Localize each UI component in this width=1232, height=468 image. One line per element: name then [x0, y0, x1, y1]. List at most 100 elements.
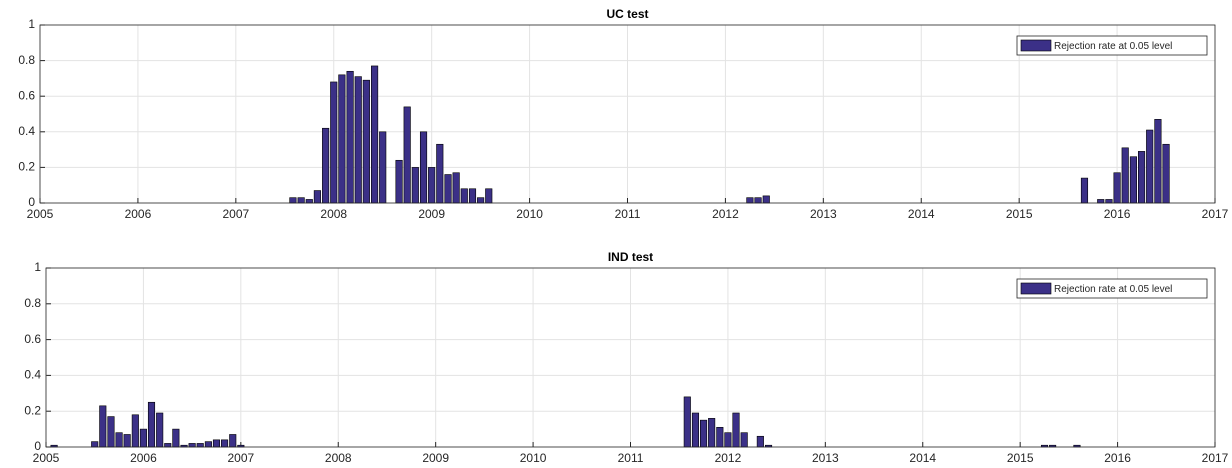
axes-box: [39, 24, 1216, 204]
y-tick-label: 0.6: [18, 88, 35, 102]
x-tick-label: 2006: [130, 451, 157, 465]
bar: [403, 106, 411, 204]
bar: [485, 188, 493, 204]
axes-box: [45, 267, 1216, 448]
legend-swatch: [1020, 282, 1052, 295]
bar: [436, 143, 444, 204]
y-tick-label: 0.2: [24, 403, 41, 417]
bar: [746, 197, 754, 204]
bar: [91, 441, 99, 448]
legend-swatch: [1020, 39, 1052, 52]
bar: [229, 434, 237, 448]
x-tick-label: 2016: [1104, 451, 1131, 465]
bar: [1154, 119, 1162, 204]
bar: [477, 197, 485, 204]
bar: [1162, 143, 1170, 204]
legend-label: Rejection rate at 0.05 level: [1054, 41, 1172, 52]
y-tick-label: 0.8: [24, 296, 41, 310]
bar: [196, 443, 204, 448]
x-tick-label: 2017: [1202, 207, 1229, 221]
x-tick-label: 2007: [227, 451, 254, 465]
bar: [756, 435, 764, 448]
bar: [1121, 147, 1129, 204]
bar: [1146, 129, 1154, 204]
bar: [305, 199, 313, 204]
x-tick-label: 2005: [27, 207, 54, 221]
bar: [322, 127, 330, 204]
legend-box: [1016, 278, 1208, 299]
bar: [354, 76, 362, 204]
x-tick-label: 2008: [320, 207, 347, 221]
x-tick-label: 2006: [125, 207, 152, 221]
bar: [107, 416, 115, 448]
bar: [428, 167, 436, 204]
x-tick-label: 2009: [422, 451, 449, 465]
bar: [452, 172, 460, 204]
bar: [716, 427, 724, 448]
legend-label: Rejection rate at 0.05 level: [1054, 284, 1172, 295]
y-tick-label: 0: [28, 195, 35, 209]
bar: [313, 190, 321, 204]
x-tick-label: 2015: [1007, 451, 1034, 465]
bar: [724, 432, 732, 448]
x-tick-label: 2014: [909, 451, 936, 465]
x-tick-label: 2011: [615, 207, 641, 221]
bar: [1129, 156, 1137, 204]
bar: [289, 197, 297, 204]
x-tick-label: 2015: [1006, 207, 1033, 221]
bar: [1137, 151, 1146, 204]
bar: [419, 131, 428, 204]
bar: [740, 432, 748, 448]
bar: [139, 428, 147, 448]
x-tick-label: 2007: [222, 207, 249, 221]
bar: [297, 197, 305, 204]
x-tick-label: 2011: [618, 451, 644, 465]
bar: [204, 441, 212, 448]
bar: [156, 412, 164, 448]
bar: [1080, 177, 1089, 204]
bar: [338, 74, 346, 204]
bar: [362, 79, 370, 204]
y-tick-label: 0.8: [18, 53, 35, 67]
y-tick-label: 0: [34, 439, 41, 453]
bar: [115, 432, 123, 448]
y-tick-label: 0.4: [24, 368, 41, 382]
x-tick-label: 2017: [1202, 451, 1229, 465]
chart-title: UC test: [606, 7, 648, 21]
chart-title: IND test: [608, 250, 653, 264]
x-tick-label: 2010: [520, 451, 547, 465]
bar: [1105, 199, 1113, 204]
bar: [188, 443, 196, 448]
bar: [123, 434, 131, 448]
x-tick-label: 2016: [1104, 207, 1131, 221]
bar: [754, 197, 762, 204]
bar: [330, 81, 338, 204]
bar: [221, 439, 229, 448]
x-tick-label: 2009: [418, 207, 445, 221]
bar: [411, 167, 419, 204]
y-tick-label: 0.4: [18, 124, 35, 138]
bar: [700, 419, 708, 448]
x-tick-label: 2010: [516, 207, 543, 221]
x-tick-label: 2014: [908, 207, 935, 221]
bar: [708, 418, 716, 448]
bar: [346, 70, 354, 204]
bar: [395, 159, 403, 204]
y-tick-label: 1: [34, 260, 41, 274]
bar: [164, 443, 172, 448]
x-tick-label: 2013: [810, 207, 837, 221]
bar: [732, 412, 740, 448]
y-tick-label: 0.2: [18, 160, 35, 174]
bar: [444, 174, 452, 204]
bar: [691, 412, 700, 448]
bar: [379, 131, 387, 204]
x-tick-label: 2008: [325, 451, 352, 465]
bar: [460, 188, 468, 204]
bar: [1113, 172, 1121, 204]
x-tick-label: 2012: [712, 207, 739, 221]
y-tick-label: 1: [28, 17, 35, 31]
bar: [172, 428, 180, 448]
bar: [131, 414, 139, 448]
bar: [762, 195, 770, 204]
